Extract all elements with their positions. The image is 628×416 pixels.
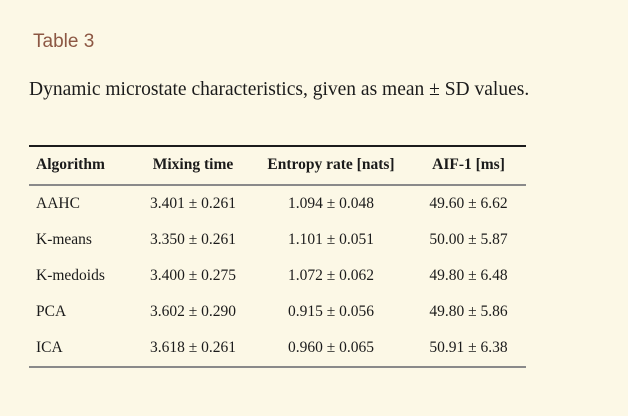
cell-mixing-time: 3.350 ± 0.261 <box>149 231 236 248</box>
cell-mixing-time: 3.401 ± 0.261 <box>149 195 236 212</box>
cell-algorithm: K-means <box>36 231 92 248</box>
paper-table-section: Table 3 Dynamic microstate characteristi… <box>29 31 530 368</box>
column-header-aif1: AIF-1 [ms] <box>432 156 505 173</box>
cell-algorithm: ICA <box>36 339 63 356</box>
table-row: K-means 3.350 ± 0.261 1.101 ± 0.051 50.0… <box>29 222 526 258</box>
column-header-algorithm: Algorithm <box>36 156 105 173</box>
cell-algorithm: PCA <box>36 303 67 320</box>
table-header-row: Algorithm Mixing time Entropy rate [nats… <box>29 146 526 185</box>
cell-mixing-time: 3.602 ± 0.290 <box>149 303 236 320</box>
cell-aif1: 49.60 ± 6.62 <box>429 195 508 212</box>
cell-entropy-rate: 0.915 ± 0.056 <box>287 303 374 320</box>
column-header-entropy-rate: Entropy rate [nats] <box>267 156 395 173</box>
cell-mixing-time: 3.618 ± 0.261 <box>149 339 236 356</box>
table-row: K-medoids 3.400 ± 0.275 1.072 ± 0.062 49… <box>29 258 526 294</box>
column-header-mixing-time: Mixing time <box>152 156 234 173</box>
table-row: PCA 3.602 ± 0.290 0.915 ± 0.056 49.80 ± … <box>29 294 526 330</box>
cell-aif1: 50.00 ± 5.87 <box>429 231 508 248</box>
cell-entropy-rate: 1.094 ± 0.048 <box>287 195 374 212</box>
cell-aif1: 50.91 ± 6.38 <box>429 339 508 356</box>
cell-entropy-rate: 1.072 ± 0.062 <box>287 267 374 284</box>
cell-aif1: 49.80 ± 5.86 <box>429 303 508 320</box>
cell-entropy-rate: 0.960 ± 0.065 <box>287 339 374 356</box>
table-row: ICA 3.618 ± 0.261 0.960 ± 0.065 50.91 ± … <box>29 330 526 367</box>
cell-aif1: 49.80 ± 6.48 <box>429 267 508 284</box>
table-caption: Dynamic microstate characteristics, give… <box>29 79 530 100</box>
cell-mixing-time: 3.400 ± 0.275 <box>149 267 236 284</box>
table-row: AAHC 3.401 ± 0.261 1.094 ± 0.048 49.60 ±… <box>29 185 526 222</box>
table-number-heading: Table 3 <box>33 31 95 52</box>
cell-entropy-rate: 1.101 ± 0.051 <box>287 231 374 248</box>
cell-algorithm: K-medoids <box>36 267 105 284</box>
cell-algorithm: AAHC <box>36 195 80 212</box>
data-table: Algorithm Mixing time Entropy rate [nats… <box>29 145 526 368</box>
